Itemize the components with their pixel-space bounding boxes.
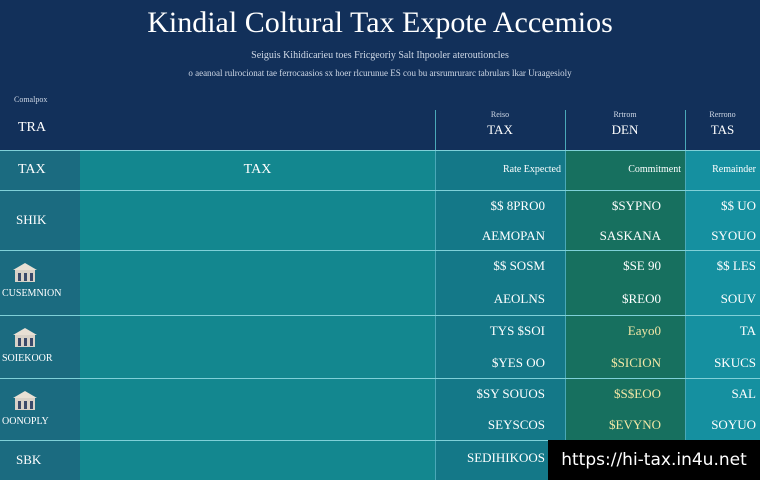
cell-value: SASKANA <box>599 228 661 243</box>
cell-value: $SYPNO <box>611 198 661 213</box>
row-label: SHIK <box>16 212 47 227</box>
column-divider <box>685 110 686 480</box>
row-label: CUSEMNION <box>2 288 62 299</box>
building-icon <box>12 390 38 412</box>
cell-value: SYOUO <box>711 228 756 243</box>
cell-value: SOUV <box>720 290 756 306</box>
column-label: DEN <box>611 122 639 137</box>
column-divider <box>435 110 436 480</box>
cell-value: SEYSCOS <box>487 417 545 432</box>
cell-value: $SY SOUOS <box>476 386 545 401</box>
row-label: SBK <box>16 452 42 467</box>
row-divider <box>0 150 760 151</box>
watermark: https://hi-tax.in4u.net <box>548 440 760 480</box>
column-label: TAX <box>487 122 513 137</box>
cell-value: $SICION <box>611 354 661 370</box>
cell-value: $$ 8PRO0 <box>490 198 545 213</box>
cell-value: $EVYNO <box>609 417 661 432</box>
building-icon <box>12 327 38 349</box>
row-divider <box>0 440 760 441</box>
row-divider <box>0 378 760 379</box>
note: o aeanoal rulrocionat tae ferrocaasios s… <box>188 68 572 78</box>
cell-value: TYS $SOI <box>489 323 545 338</box>
corner-caption: Comalpox <box>14 95 48 104</box>
band-left: TAX <box>18 162 46 177</box>
title: Kindial Coltural Tax Expote Accemios <box>147 6 613 39</box>
row-divider <box>0 315 760 316</box>
header-bg <box>0 0 760 150</box>
cell-value: $$ SOSM <box>493 258 545 273</box>
column-band-label: Commitment <box>628 164 681 175</box>
cell-value: $S$EOO <box>614 386 661 401</box>
column-caption: Reiso <box>490 110 510 119</box>
cell-value: SAL <box>731 386 756 401</box>
column-caption: Rerrono <box>709 110 736 119</box>
cell-value: SKUCS <box>714 354 756 370</box>
row-divider <box>0 190 760 191</box>
cell-value: $$ LES <box>716 258 756 273</box>
cell-value: SEDIHIKOOS <box>467 450 545 465</box>
corner-label: TRA <box>18 120 46 135</box>
cell-value: AEMOPAN <box>481 228 545 243</box>
column-label: TAS <box>710 122 735 137</box>
row-label: OONOPLY <box>2 416 49 427</box>
subtitle: Seiguis Kihidicarieu toes Fricgeoriy Sal… <box>251 50 509 61</box>
column-caption: Rrtrom <box>613 110 637 119</box>
cell-value: Eayo0 <box>627 323 661 338</box>
cell-value: $REO0 <box>622 290 661 306</box>
cell-value: $$ UO <box>720 198 756 213</box>
band-center: TAX <box>243 162 272 177</box>
cell-value: AEOLNS <box>493 290 545 306</box>
cell-value: $SE 90 <box>623 258 661 273</box>
cell-value: $YES OO <box>491 354 545 370</box>
building-icon <box>12 262 38 284</box>
column-band-label: Remainder <box>712 164 756 175</box>
row-label: SOIEKOOR <box>2 353 53 364</box>
column-divider <box>565 110 566 480</box>
column-band-label: Rate Expected <box>502 164 561 175</box>
cell-value: SOYUO <box>711 417 756 432</box>
row-divider <box>0 250 760 251</box>
cell-value: TA <box>739 323 756 338</box>
